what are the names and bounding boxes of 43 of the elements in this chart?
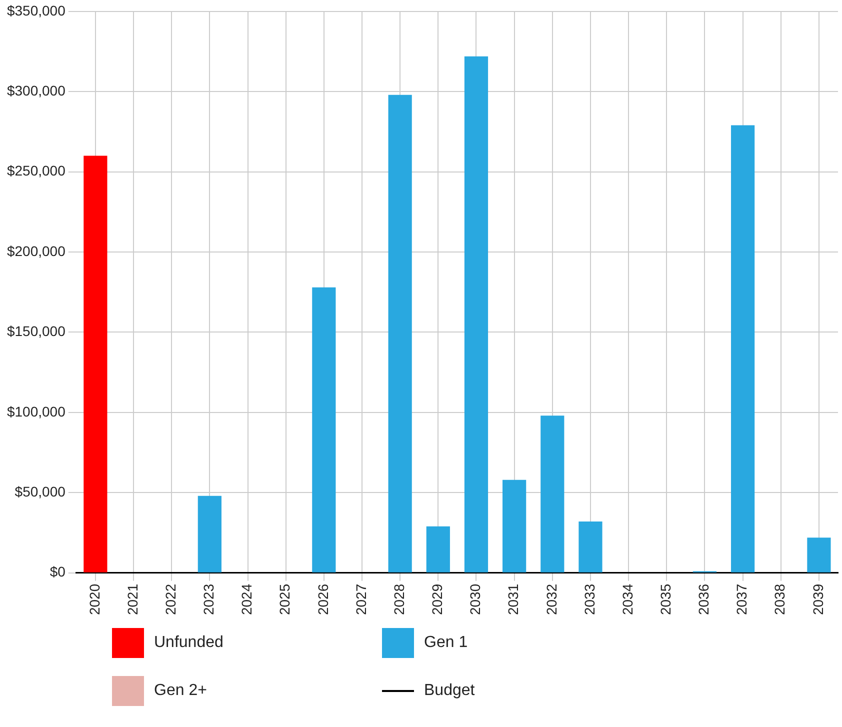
y-tick-label: $300,000 <box>6 82 66 98</box>
bar <box>464 56 488 572</box>
x-tick-label: 2024 <box>238 584 255 616</box>
bar <box>84 156 108 572</box>
y-tick-label: $350,000 <box>6 2 66 18</box>
bar <box>540 416 564 572</box>
y-tick-label: $100,000 <box>6 403 66 420</box>
x-tick-label: 2027 <box>352 584 369 616</box>
y-tick-label: $0 <box>50 564 66 580</box>
x-tick-label: 2035 <box>658 584 674 616</box>
legend-label: Unfunded <box>154 634 224 652</box>
bar <box>388 94 412 572</box>
legend-label: Budget <box>424 682 475 700</box>
x-tick-label: 2036 <box>696 584 712 616</box>
x-tick-label: 2032 <box>543 584 560 616</box>
x-tick-label: 2031 <box>505 584 522 616</box>
bar <box>426 526 450 572</box>
bar <box>312 287 336 572</box>
bar <box>502 480 526 572</box>
x-tick-label: 2022 <box>162 584 178 616</box>
legend-label: Gen 2+ <box>154 682 207 700</box>
x-tick-label: 2028 <box>390 584 407 616</box>
x-tick-label: 2034 <box>619 584 636 616</box>
x-tick-label: 2039 <box>810 584 826 616</box>
y-tick-label: $250,000 <box>6 162 66 179</box>
x-tick-label: 2029 <box>429 584 446 616</box>
x-tick-label: 2025 <box>276 584 293 616</box>
x-tick-label: 2033 <box>581 584 598 616</box>
bar <box>198 496 222 572</box>
bar <box>730 125 755 572</box>
x-tick-label: 2023 <box>200 584 217 616</box>
x-tick-label: 2021 <box>124 584 140 616</box>
x-tick-label: 2020 <box>86 584 102 616</box>
bar <box>807 538 831 572</box>
y-tick-label: $50,000 <box>14 484 66 500</box>
x-tick-label: 2038 <box>772 584 788 616</box>
legend-label: Gen 1 <box>424 634 468 652</box>
x-tick-label: 2026 <box>314 584 331 616</box>
x-tick-label: 2030 <box>467 584 484 616</box>
bar <box>578 522 602 572</box>
y-tick-label: $150,000 <box>6 323 66 340</box>
x-tick-label: 2037 <box>734 584 750 616</box>
y-tick-label: $200,000 <box>6 242 66 259</box>
